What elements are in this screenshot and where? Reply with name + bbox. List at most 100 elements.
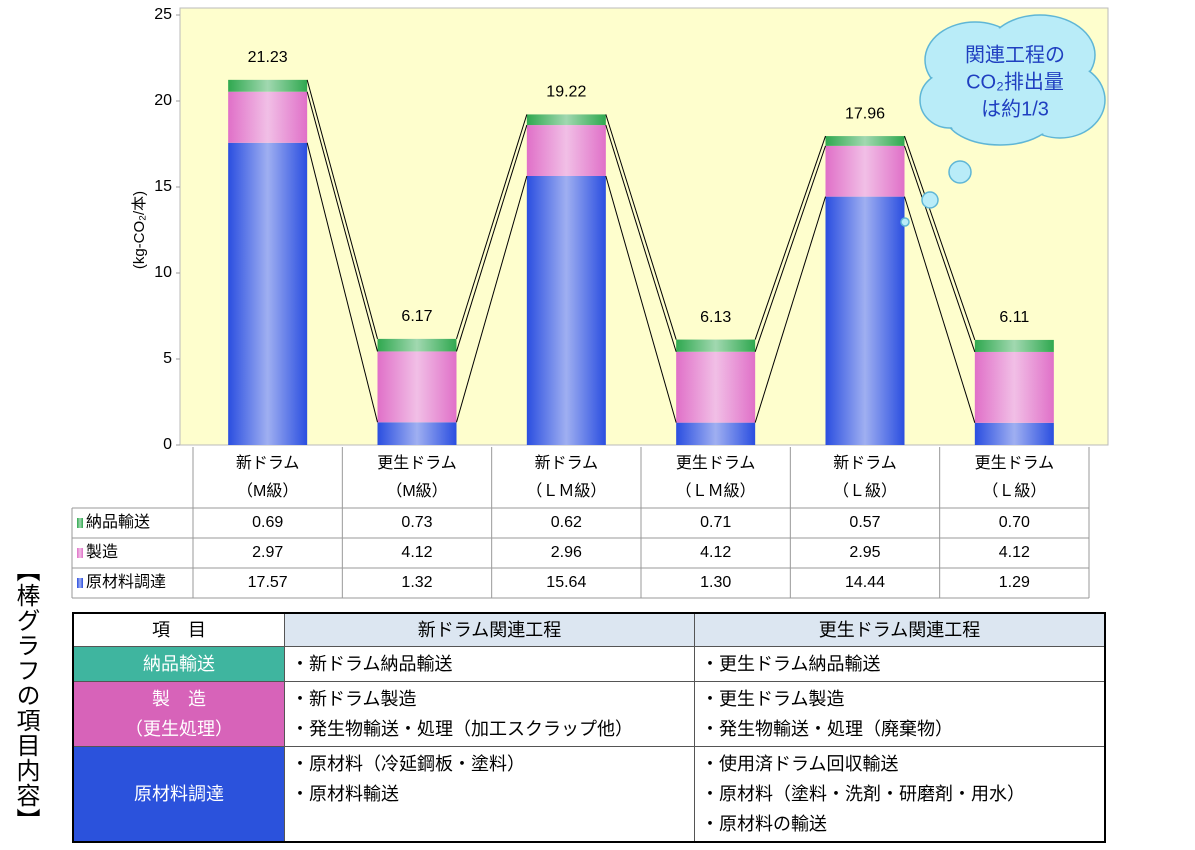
y-axis-label: (kg-CO₂/本)	[131, 191, 148, 269]
cell-line: ・更生ドラム納品輸送	[701, 649, 1098, 679]
cell-line: 納品輸送	[80, 649, 278, 679]
table-value: 17.57	[248, 574, 288, 591]
legend-label: 原材料調達	[86, 573, 166, 591]
y-tick-label: 20	[154, 92, 172, 109]
process-cell: ・更生ドラム製造・発生物輸送・処理（廃棄物）	[695, 682, 1106, 747]
total-label: 6.13	[700, 309, 731, 326]
cell-line: ・発生物輸送・処理（加工スクラップ他）	[291, 714, 688, 744]
page: (kg-CO₂/本) 0 5 10 15 20 25 21.23 6.17 19.22 6.13 1…	[0, 0, 1195, 850]
legend-label: 納品輸送	[86, 513, 150, 531]
bar-segment	[826, 197, 905, 445]
table-value: 4.12	[999, 544, 1030, 561]
table-value: 15.64	[546, 574, 586, 591]
table-value: 0.70	[999, 514, 1030, 531]
annotation-text: CO₂排出量	[966, 70, 1064, 93]
bar-segment	[676, 352, 755, 423]
annotation-text: は約1/3	[981, 97, 1049, 120]
table-row: 納品輸送・新ドラム納品輸送・更生ドラム納品輸送	[73, 647, 1105, 682]
table-value: 2.97	[252, 544, 283, 561]
cell-line: ・発生物輸送・処理（廃棄物）	[701, 714, 1098, 744]
cell-line: ・原材料輸送	[291, 779, 688, 809]
bar-segment	[676, 340, 755, 352]
bar-segment	[975, 423, 1054, 445]
x-tick-label: 更生ドラム	[975, 454, 1055, 472]
bar-segment	[527, 114, 606, 125]
table-value: 0.62	[551, 514, 582, 531]
bar-segment	[975, 352, 1054, 423]
cell-line: ・新ドラム納品輸送	[291, 649, 688, 679]
legend-swatch	[77, 578, 83, 588]
item-cell: 製 造（更生処理）	[73, 682, 285, 747]
table-value: 1.30	[700, 574, 731, 591]
cell-line: （更生処理）	[80, 714, 278, 744]
legend-swatch	[77, 548, 83, 558]
cell-line: 原材料調達	[80, 779, 278, 809]
cell-line: ・新ドラム製造	[291, 684, 688, 714]
table-value: 0.73	[401, 514, 432, 531]
cell-line: 製 造	[80, 684, 278, 714]
table-value: 2.95	[849, 544, 880, 561]
cloud-bubble	[922, 192, 938, 208]
cloud-bubble	[901, 218, 909, 226]
bar-segment	[228, 80, 307, 92]
process-cell: ・新ドラム製造・発生物輸送・処理（加工スクラップ他）	[285, 682, 695, 747]
y-tick-label: 0	[163, 436, 172, 453]
x-tick-label: （Ｌ級）	[833, 482, 897, 500]
x-tick-label: （M級）	[386, 482, 447, 500]
total-label: 6.17	[401, 308, 432, 325]
process-cell: ・更生ドラム納品輸送	[695, 647, 1106, 682]
bar-segment	[378, 351, 457, 422]
table-header-row: 項 目新ドラム関連工程更生ドラム関連工程	[73, 613, 1105, 647]
table-value: 1.32	[401, 574, 432, 591]
bar-segment	[228, 143, 307, 445]
table-value: 14.44	[845, 574, 885, 591]
bar-segment	[826, 136, 905, 146]
total-label: 6.11	[999, 309, 1029, 326]
process-cell: ・新ドラム納品輸送	[285, 647, 695, 682]
bar-segment	[378, 422, 457, 445]
x-tick-label: 新ドラム	[535, 454, 599, 472]
table-value: 0.71	[700, 514, 731, 531]
bar-segment	[228, 92, 307, 143]
chart: (kg-CO₂/本) 0 5 10 15 20 25 21.23 6.17 19.22 6.13 1…	[0, 0, 1195, 612]
header-cell: 項 目	[73, 613, 285, 647]
cloud-bubble	[949, 161, 971, 183]
table-value: 4.12	[700, 544, 731, 561]
y-tick-label: 25	[154, 6, 172, 23]
cell-line: ・原材料の輸送	[701, 809, 1098, 839]
y-tick-label: 10	[154, 264, 172, 281]
table-row: 製 造（更生処理）・新ドラム製造・発生物輸送・処理（加工スクラップ他）・更生ドラ…	[73, 682, 1105, 747]
table-value: 1.29	[999, 574, 1030, 591]
x-tick-label: 新ドラム	[833, 454, 897, 472]
table-value: 0.57	[849, 514, 880, 531]
header-cell: 新ドラム関連工程	[285, 613, 695, 647]
x-tick-label: 新ドラム	[236, 454, 300, 472]
bar-segment	[826, 146, 905, 197]
annotation-text: 関連工程の	[965, 43, 1065, 66]
cell-line: ・更生ドラム製造	[701, 684, 1098, 714]
x-tick-label: 更生ドラム	[377, 454, 457, 472]
process-cell: ・原材料（冷延鋼板・塗料）・原材料輸送	[285, 747, 695, 843]
bar-segment	[975, 340, 1054, 352]
x-tick-label: （ＬＭ級）	[526, 482, 606, 500]
x-tick-label: 更生ドラム	[676, 454, 756, 472]
bar-segment	[527, 125, 606, 176]
legend-swatch	[77, 518, 83, 528]
cell-line: ・使用済ドラム回収輸送	[701, 749, 1098, 779]
total-label: 19.22	[546, 84, 586, 101]
item-cell: 納品輸送	[73, 647, 285, 682]
total-label: 21.23	[248, 49, 288, 66]
process-table: 項 目新ドラム関連工程更生ドラム関連工程納品輸送・新ドラム納品輸送・更生ドラム納…	[72, 612, 1106, 843]
x-tick-label: （Ｌ級）	[982, 482, 1046, 500]
bar-segment	[676, 423, 755, 445]
process-cell: ・使用済ドラム回収輸送・原材料（塗料・洗剤・研磨剤・用水）・原材料の輸送	[695, 747, 1106, 843]
legend-label: 製造	[86, 543, 118, 561]
y-tick-label: 15	[154, 178, 172, 195]
bar-segment	[527, 176, 606, 445]
header-cell: 更生ドラム関連工程	[695, 613, 1106, 647]
y-tick-label: 5	[163, 350, 172, 367]
side-label: 【棒グラフの項目内容】	[8, 558, 43, 833]
table-value: 0.69	[252, 514, 283, 531]
cell-line: ・原材料（冷延鋼板・塗料）	[291, 749, 688, 779]
x-tick-label: （ＬＭ級）	[676, 482, 756, 500]
